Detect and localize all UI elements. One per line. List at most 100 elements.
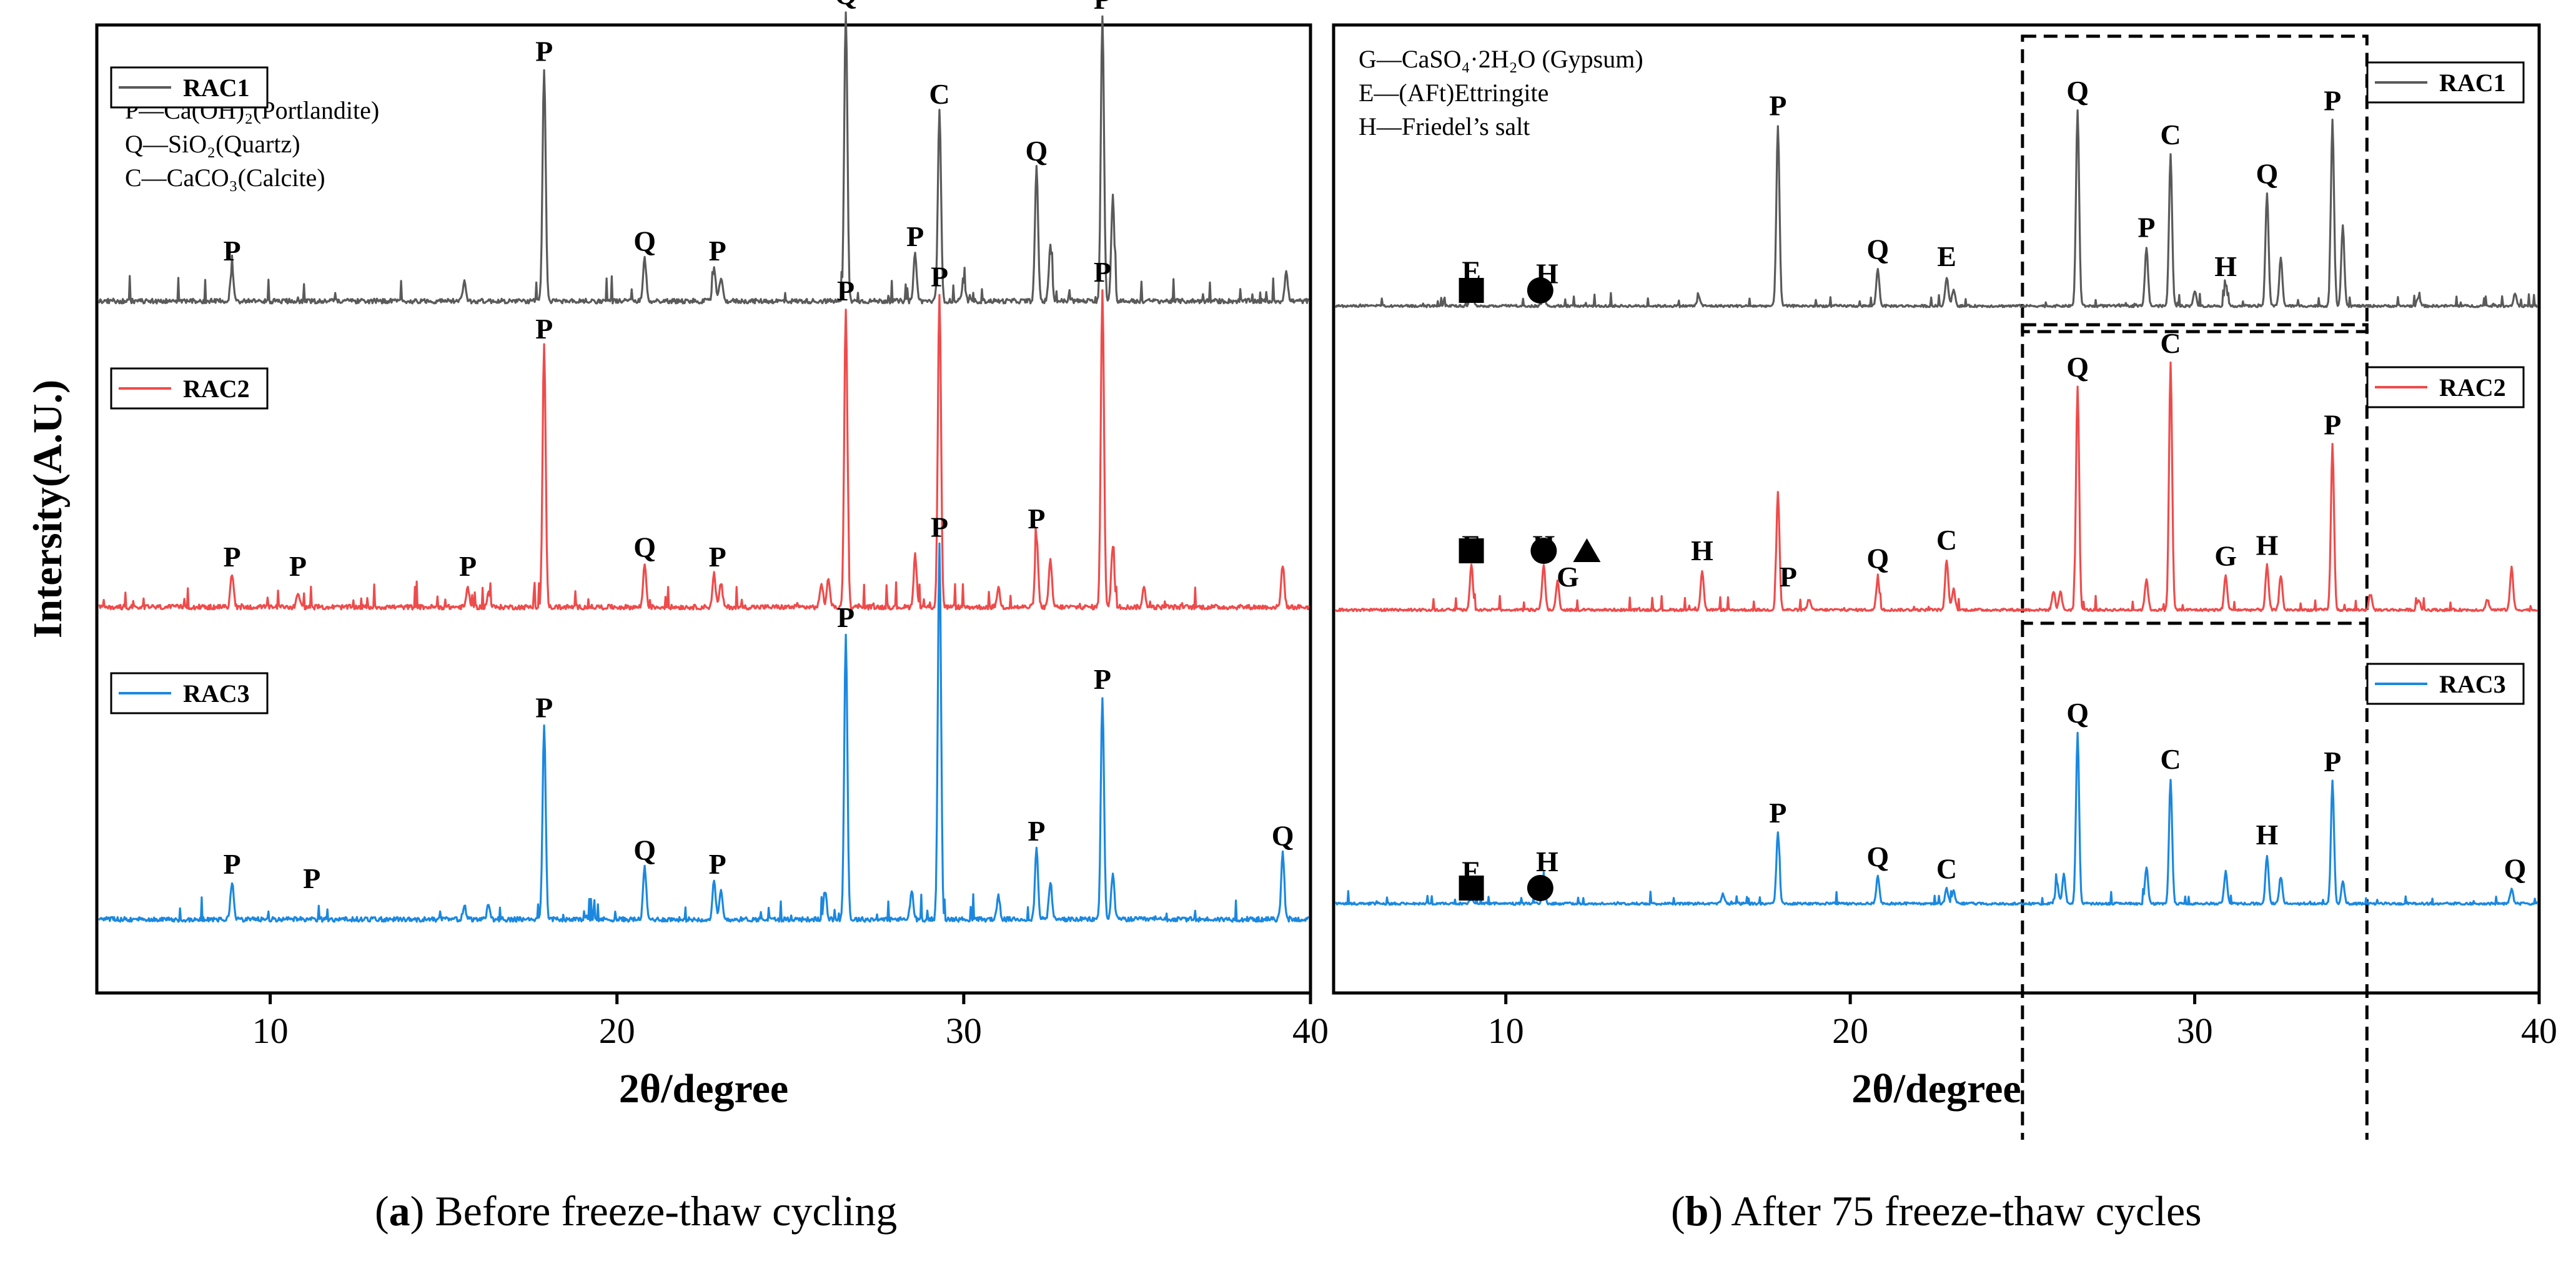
peak-label: E (1937, 240, 1956, 272)
peak-label: G (1557, 561, 1579, 593)
x-tick-label: 40 (1292, 1010, 1329, 1051)
peak-label: P (2324, 85, 2341, 117)
peak-label: P (2138, 211, 2155, 243)
peak-label: P (1769, 797, 1786, 829)
peak-label: P (709, 848, 726, 880)
x-tick-label: 30 (2177, 1010, 2213, 1051)
peak-label: Q (2256, 158, 2278, 190)
peak-label: C (2160, 119, 2181, 151)
legend-label-rac2: RAC2 (2439, 373, 2506, 402)
peak-label: P (931, 511, 948, 543)
peak-label: P (709, 541, 726, 573)
peak-label: P (1028, 815, 1045, 847)
peak-label: Q (633, 531, 656, 563)
legend-label-rac3: RAC3 (2439, 670, 2506, 698)
peak-label: P (535, 36, 553, 67)
peak-label: P (1094, 256, 1111, 288)
x-tick-label: 10 (252, 1010, 289, 1051)
panel-a-caption: (a) Before freeze-thaw cycling (375, 1187, 898, 1235)
x-axis-label: 2θ/degree (619, 1066, 788, 1112)
series-line-rac2 (97, 289, 1310, 611)
peak-label: P (1094, 663, 1111, 695)
legend-label-rac3: RAC3 (183, 679, 250, 708)
y-axis-label: Intersity(A.U.) (25, 380, 71, 638)
plot-frame-b (1332, 23, 2541, 995)
x-tick-label: 20 (1832, 1010, 1868, 1051)
peak-label: Q (835, 0, 857, 10)
peak-label: H (2256, 530, 2278, 561)
panel-b-caption-text: After 75 freeze-thaw cycles (1731, 1187, 2202, 1235)
peak-label: P (303, 862, 320, 894)
peak-label: P (837, 601, 855, 633)
series-line-rac2 (1334, 361, 2539, 613)
friedel-salt-marker (1530, 538, 1557, 564)
peak-label: H (1536, 846, 1558, 877)
peak-label: G (2214, 540, 2237, 571)
peak-label: Q (633, 834, 656, 866)
peak-label: Q (2066, 697, 2089, 729)
phase-legend-entry: C—CaCO₃(Calcite) (125, 164, 325, 192)
series-line-rac3 (1334, 731, 2539, 906)
peak-label: Q (633, 225, 656, 257)
x-tick-label: 20 (599, 1010, 635, 1051)
peak-label: Q (1026, 135, 1048, 167)
peak-label: P (1769, 89, 1786, 121)
peak-label: C (2160, 743, 2181, 775)
peak-label: C (1936, 524, 1957, 556)
peak-label: P (289, 550, 307, 582)
panel-b-chart: 10 20 30 40 2θ/degree G—CaSO₄·2H₂O (Gypsum) E—… (1332, 23, 2557, 1140)
peak-label: P (906, 220, 924, 252)
friedel-salt-marker (1527, 875, 1553, 901)
ettringite-marker (1459, 538, 1484, 563)
peak-label: C (2160, 327, 2181, 359)
phase-legend-entry: Q—SiO₂(Quartz) (125, 130, 300, 158)
peak-label: P (1780, 561, 1797, 593)
peak-label: P (931, 260, 948, 292)
peak-label: P (837, 275, 855, 307)
peak-label: C (1936, 853, 1957, 885)
peak-label: C (929, 78, 949, 110)
peak-label: P (535, 691, 553, 723)
legend-label-rac2: RAC2 (183, 375, 250, 403)
peak-label: Q (2504, 853, 2527, 885)
highlight-box-rac1 (2021, 34, 2369, 333)
peak-label: H (1691, 535, 1713, 566)
panel-a-caption-text: Before freeze-thaw cycling (435, 1187, 898, 1235)
peak-label: Q (2066, 75, 2089, 107)
highlight-box-rac2 (2021, 323, 2369, 625)
peak-label: Q (2066, 351, 2089, 383)
ettringite-marker (1459, 876, 1484, 901)
legend-box-rac3 (2366, 663, 2525, 705)
peak-label: P (535, 313, 553, 345)
peak-label: Q (1866, 841, 1889, 872)
legend-box-rac1 (2366, 61, 2525, 104)
ettringite-marker (1459, 278, 1484, 303)
peak-label: H (2214, 250, 2237, 282)
panel-a-chart: 10 20 30 402θ/degreeIntersity(A.U.)P—Ca(OH)… (25, 0, 1329, 1112)
series-line-rac3 (97, 542, 1309, 923)
friedel-salt-marker (1527, 277, 1553, 304)
x-tick-label: 30 (946, 1010, 982, 1051)
legend-label-rac1: RAC1 (2439, 69, 2506, 97)
peak-label: P (223, 541, 240, 573)
peak-label: P (2324, 746, 2341, 778)
peak-label: Q (1272, 820, 1294, 852)
peak-label: Q (1866, 543, 1889, 575)
peak-label: P (1094, 0, 1111, 15)
panel-b-caption-letter: b (1685, 1187, 1709, 1235)
peak-label: P (223, 235, 240, 267)
peak-label: P (459, 550, 477, 582)
peak-label: P (1028, 503, 1045, 535)
phase-legend-entry: H—Friedel’s salt (1359, 112, 1530, 141)
phase-legend-entry: E—(AFt)Ettringite (1359, 79, 1548, 107)
peak-label: Q (1866, 234, 1889, 265)
panel-a-caption-letter: a (389, 1187, 410, 1235)
series-line-rac1 (97, 11, 1310, 305)
peak-label: P (223, 848, 240, 880)
x-tick-label: 40 (2521, 1010, 2557, 1051)
panel-b-caption: (b) After 75 freeze-thaw cycles (1671, 1187, 2202, 1235)
legend-label-rac1: RAC1 (183, 74, 250, 102)
x-tick-label: 10 (1488, 1010, 1524, 1051)
